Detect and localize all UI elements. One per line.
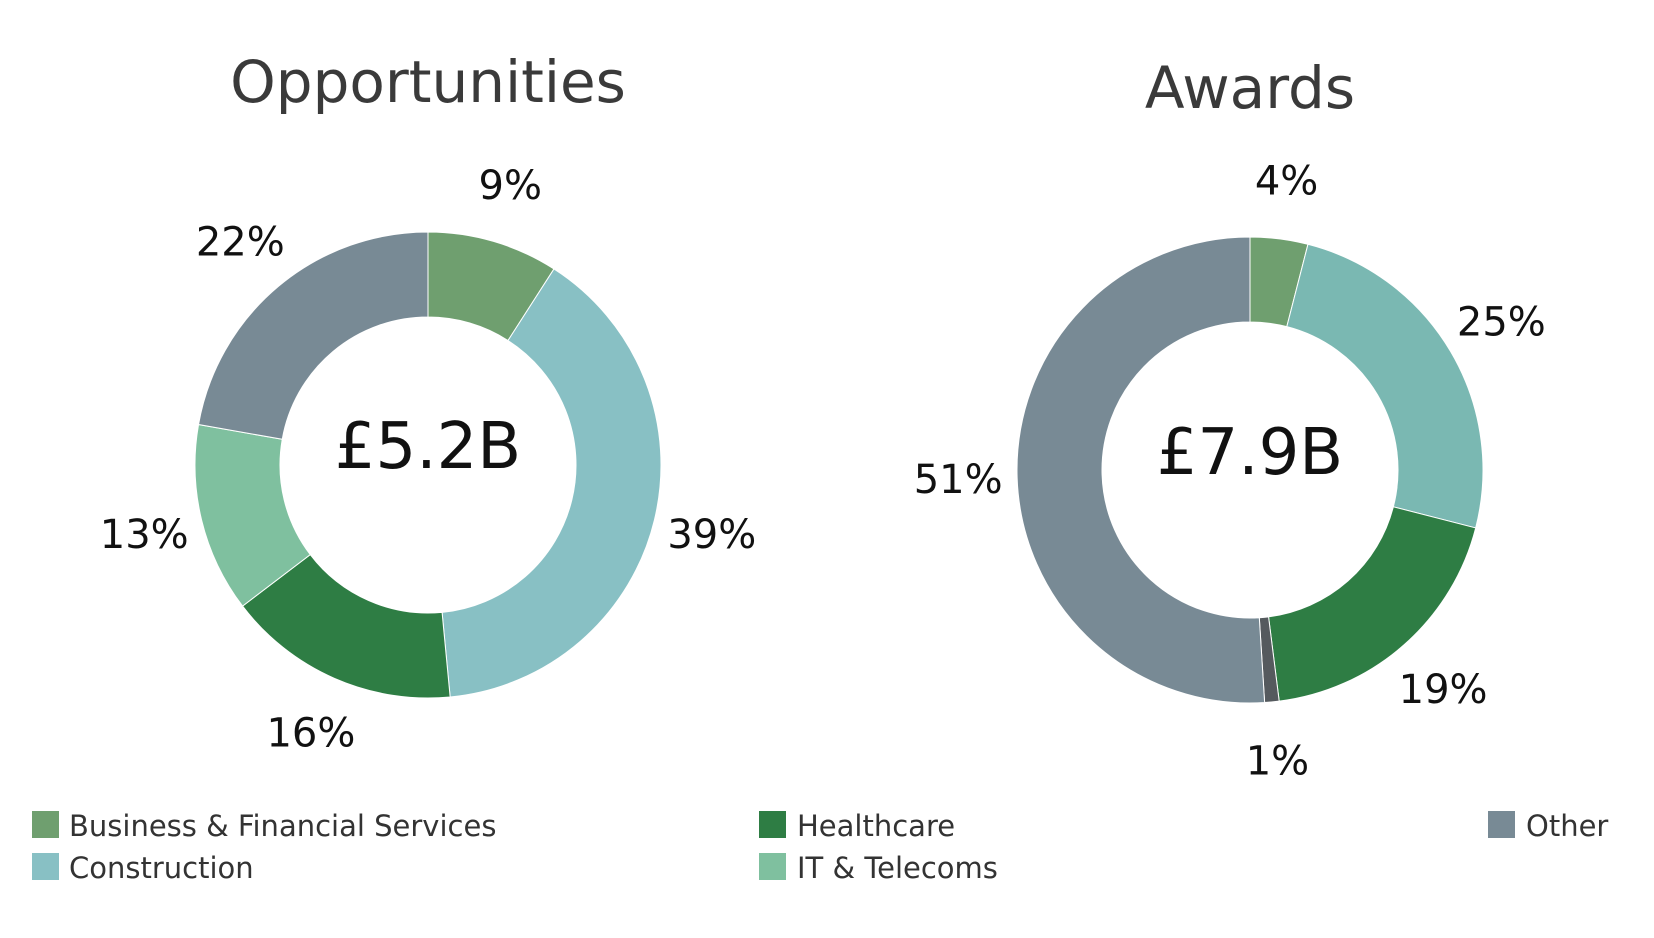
legend-label-construction: Construction bbox=[69, 851, 254, 885]
donut-opportunities bbox=[194, 231, 662, 699]
legend-label-business-financial: Business & Financial Services bbox=[69, 809, 496, 843]
pct-label-opportunities-other: 22% bbox=[196, 219, 285, 265]
pct-label-opportunities-business-and-financial-services: 9% bbox=[479, 163, 542, 209]
pct-label-opportunities-healthcare: 16% bbox=[266, 711, 355, 757]
pct-labels-opportunities: 9% 39% 16% 13% 22% bbox=[100, 163, 756, 757]
pct-label-awards-construction: 25% bbox=[1457, 299, 1546, 345]
slice-opportunities-other bbox=[197, 231, 429, 440]
legend-swatch-healthcare bbox=[759, 811, 786, 838]
slice-awards-other bbox=[1016, 236, 1266, 704]
pct-label-opportunities-it-and-telecoms: 13% bbox=[100, 512, 189, 558]
legend-label-other: Other bbox=[1526, 809, 1608, 843]
legend-item-business-financial: Business & Financial Services bbox=[32, 809, 496, 843]
legend-item-construction: Construction bbox=[32, 851, 254, 885]
pct-label-awards-other: 51% bbox=[914, 457, 1003, 503]
legend: Business & Financial Services Constructi… bbox=[32, 809, 1608, 885]
pct-labels-awards: 4% 25% 19% 1% 51% bbox=[914, 158, 1546, 784]
pct-label-awards-business-and-financial-services: 4% bbox=[1255, 158, 1318, 204]
legend-swatch-construction bbox=[32, 853, 59, 880]
chart-title-awards: Awards bbox=[1145, 54, 1355, 122]
pct-label-awards-slice-3: 1% bbox=[1246, 739, 1309, 785]
chart-title-opportunities: Opportunities bbox=[230, 48, 626, 116]
legend-item-it-telecoms: IT & Telecoms bbox=[759, 851, 998, 885]
legend-swatch-business-financial bbox=[32, 811, 59, 838]
pct-label-awards-healthcare: 19% bbox=[1399, 667, 1488, 713]
legend-item-other: Other bbox=[1488, 809, 1608, 843]
slice-awards-construction bbox=[1286, 243, 1484, 529]
legend-swatch-other bbox=[1488, 811, 1515, 838]
legend-item-healthcare: Healthcare bbox=[759, 809, 955, 843]
donut-awards bbox=[1016, 236, 1484, 704]
slice-opportunities-construction bbox=[441, 268, 662, 698]
legend-label-healthcare: Healthcare bbox=[797, 809, 955, 843]
center-label-opportunities: £5.2B bbox=[335, 410, 521, 484]
center-label-awards: £7.9B bbox=[1157, 416, 1343, 490]
legend-swatch-it-telecoms bbox=[759, 853, 786, 880]
pct-label-opportunities-construction: 39% bbox=[667, 512, 756, 558]
legend-label-it-telecoms: IT & Telecoms bbox=[797, 851, 998, 885]
